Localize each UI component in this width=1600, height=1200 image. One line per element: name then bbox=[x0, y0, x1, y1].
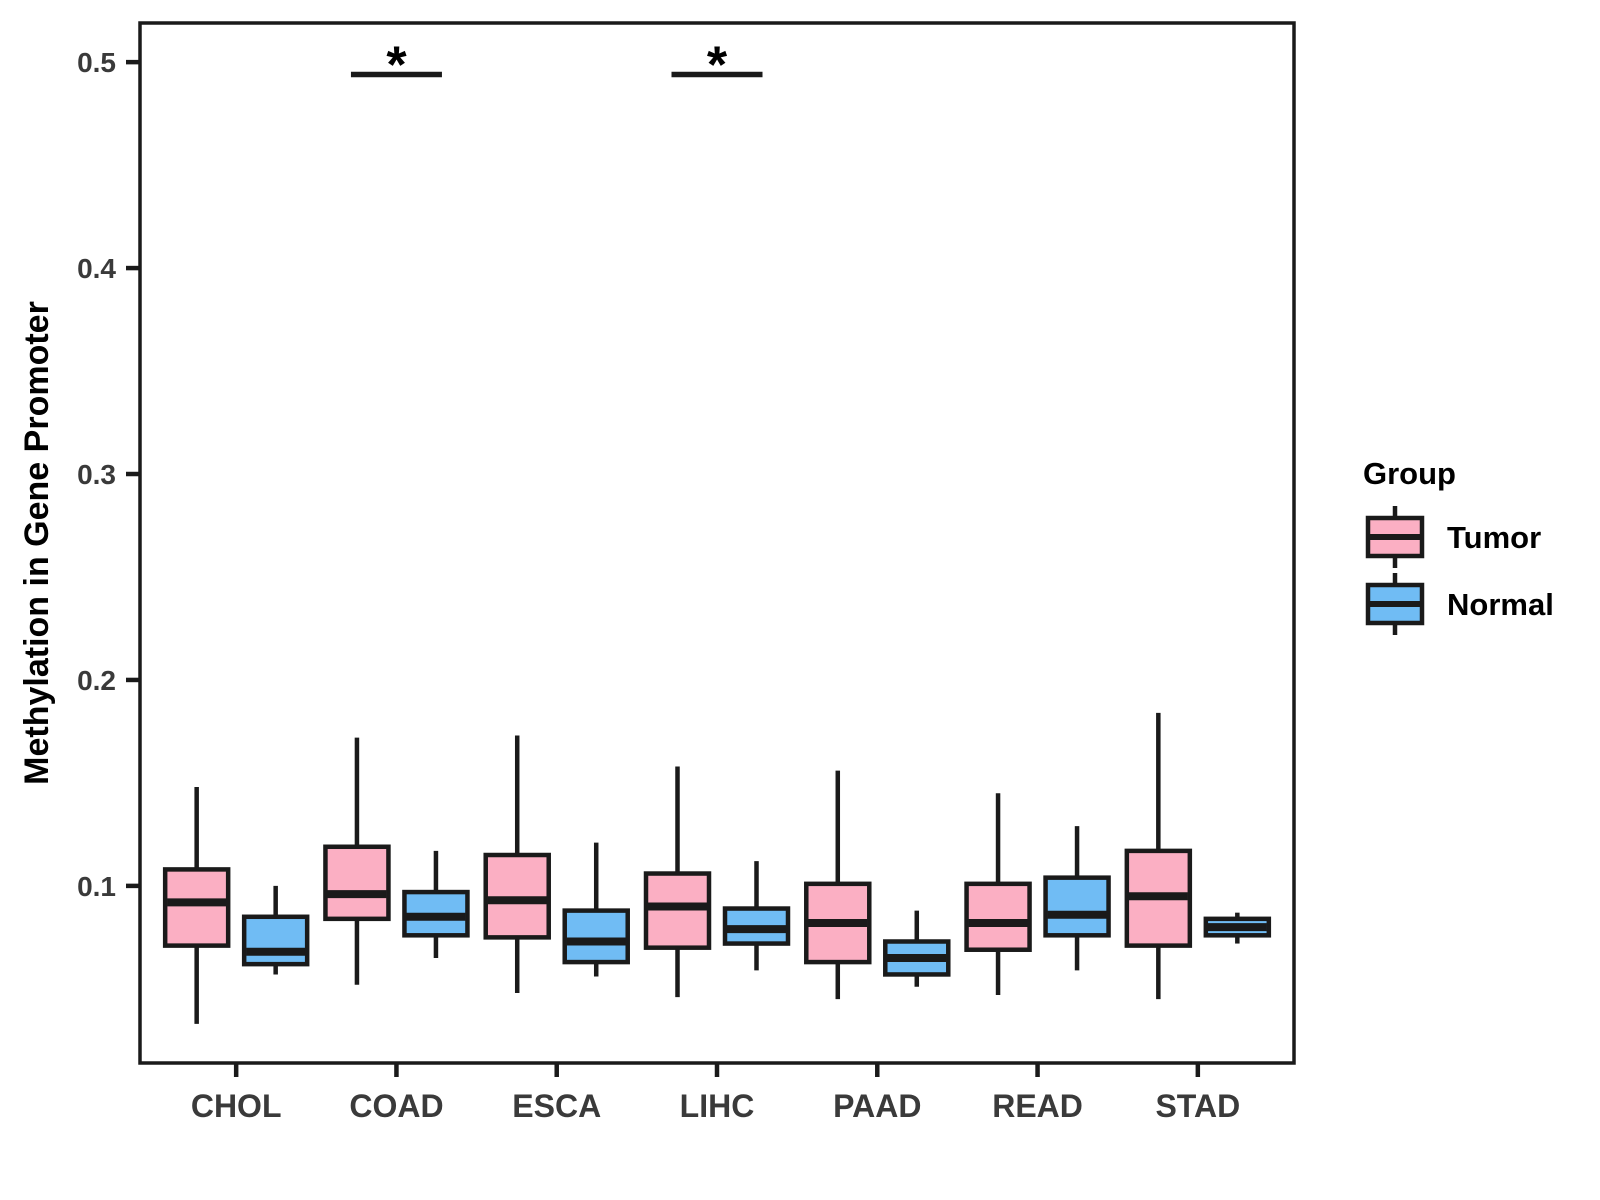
legend-title: Group bbox=[1363, 456, 1456, 491]
y-tick-label: 0.5 bbox=[77, 47, 116, 78]
y-tick-label: 0.2 bbox=[77, 665, 116, 696]
y-tick-label: 0.1 bbox=[77, 871, 116, 902]
box-tumor-LIHC bbox=[643, 871, 712, 950]
box-normal-ESCA bbox=[562, 908, 630, 965]
box-normal-READ bbox=[1043, 875, 1111, 938]
legend-label-tumor: Tumor bbox=[1447, 520, 1541, 555]
panel-border bbox=[138, 21, 1296, 1065]
significance-asterisk-COAD: * bbox=[386, 36, 407, 94]
significance-asterisk-LIHC: * bbox=[707, 36, 728, 94]
box-tumor-COAD bbox=[323, 844, 391, 922]
box-normal-CHOL bbox=[241, 914, 310, 967]
box-tumor-CHOL bbox=[162, 867, 231, 948]
y-tick-label: 0.4 bbox=[77, 253, 116, 284]
box-tumor-READ bbox=[964, 881, 1032, 952]
y-axis-title: Methylation in Gene Promoter bbox=[18, 301, 56, 785]
x-tick-label: CHOL bbox=[191, 1088, 282, 1124]
y-tick-label: 0.3 bbox=[77, 459, 116, 490]
x-tick-label: COAD bbox=[349, 1088, 443, 1124]
x-tick-label: PAAD bbox=[833, 1088, 921, 1124]
x-tick-label: READ bbox=[992, 1088, 1083, 1124]
legend-label-normal: Normal bbox=[1447, 587, 1554, 622]
box-tumor-ESCA bbox=[483, 852, 551, 940]
x-tick-label: STAD bbox=[1155, 1088, 1240, 1124]
x-tick-label: LIHC bbox=[680, 1088, 755, 1124]
x-tick-label: ESCA bbox=[512, 1088, 601, 1124]
